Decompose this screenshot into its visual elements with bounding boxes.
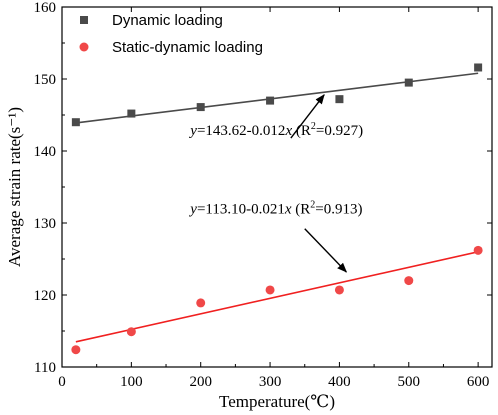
y-tick-label: 110: [34, 360, 56, 376]
x-tick-label: 200: [189, 374, 212, 390]
fit-line-series-0: [75, 72, 479, 124]
data-point-circle: [126, 327, 136, 337]
eq-r2-suffix: =0.913): [315, 202, 362, 218]
plot-frame: [61, 6, 493, 368]
x-tick-label: 600: [467, 374, 490, 390]
data-point-circle: [334, 285, 344, 295]
y-tick-label: 160: [34, 0, 57, 16]
data-point-square: [71, 118, 80, 127]
eq-formula: =143.62-0.012: [197, 123, 285, 139]
data-point-square: [127, 109, 136, 118]
y-axis-ticks: 110 120 130 140 150 160: [34, 0, 492, 376]
x-axis-label: Temperature(℃): [219, 392, 335, 411]
data-point-circle: [404, 276, 414, 286]
data-point-circle: [71, 345, 81, 355]
x-tick-label: 300: [259, 374, 282, 390]
data-point-square: [266, 96, 275, 105]
eq-r2-suffix: =0.927): [316, 123, 363, 139]
legend: Dynamic loading Static-dynamic loading: [79, 12, 263, 56]
eq-x-var: x: [284, 123, 292, 139]
data-point-circle: [473, 245, 483, 255]
data-point-square: [474, 63, 483, 72]
eq-y-var: y: [188, 123, 197, 139]
y-tick-label: 120: [34, 288, 57, 304]
plot-border: [61, 6, 493, 368]
data-point-circle: [265, 285, 275, 295]
x-tick-label: 400: [328, 374, 351, 390]
eq-y-var: y: [188, 202, 197, 218]
data-point-square: [335, 95, 344, 104]
y-tick-label: 150: [34, 72, 57, 88]
y-axis-label: Average strain rate(s⁻¹): [5, 107, 24, 267]
eq-r2-superscript: 2: [311, 121, 316, 132]
data-point-square: [404, 78, 413, 87]
equation-label: y=143.62-0.012x (R2=0.927): [188, 121, 363, 139]
legend-marker-circle: [79, 42, 89, 52]
data-points: [71, 63, 483, 355]
eq-r2-superscript: 2: [310, 200, 315, 211]
x-axis-ticks: 0 100 200 300 400 500 600: [58, 7, 489, 390]
eq-r2-prefix: (R: [292, 123, 311, 139]
legend-label: Dynamic loading: [112, 12, 223, 29]
fit-line-series-1: [75, 251, 479, 343]
annotations: y=143.62-0.012x (R2=0.927)y=113.10-0.021…: [188, 94, 363, 273]
eq-x-var: x: [284, 202, 292, 218]
y-tick-label: 130: [34, 216, 57, 232]
annotation-arrow: [290, 94, 325, 139]
legend-label: Static-dynamic loading: [112, 39, 263, 56]
equation-label: y=113.10-0.021x (R2=0.913): [188, 200, 362, 218]
eq-r2-prefix: (R: [292, 202, 311, 218]
y-tick-label: 140: [34, 144, 57, 160]
x-tick-label: 0: [58, 374, 66, 390]
data-point-circle: [196, 298, 206, 308]
legend-marker-square: [80, 16, 88, 24]
annotation-arrow: [304, 228, 348, 273]
data-point-square: [196, 103, 205, 112]
eq-formula: =113.10-0.021: [197, 202, 285, 218]
x-tick-label: 100: [120, 374, 143, 390]
x-tick-label: 500: [398, 374, 421, 390]
